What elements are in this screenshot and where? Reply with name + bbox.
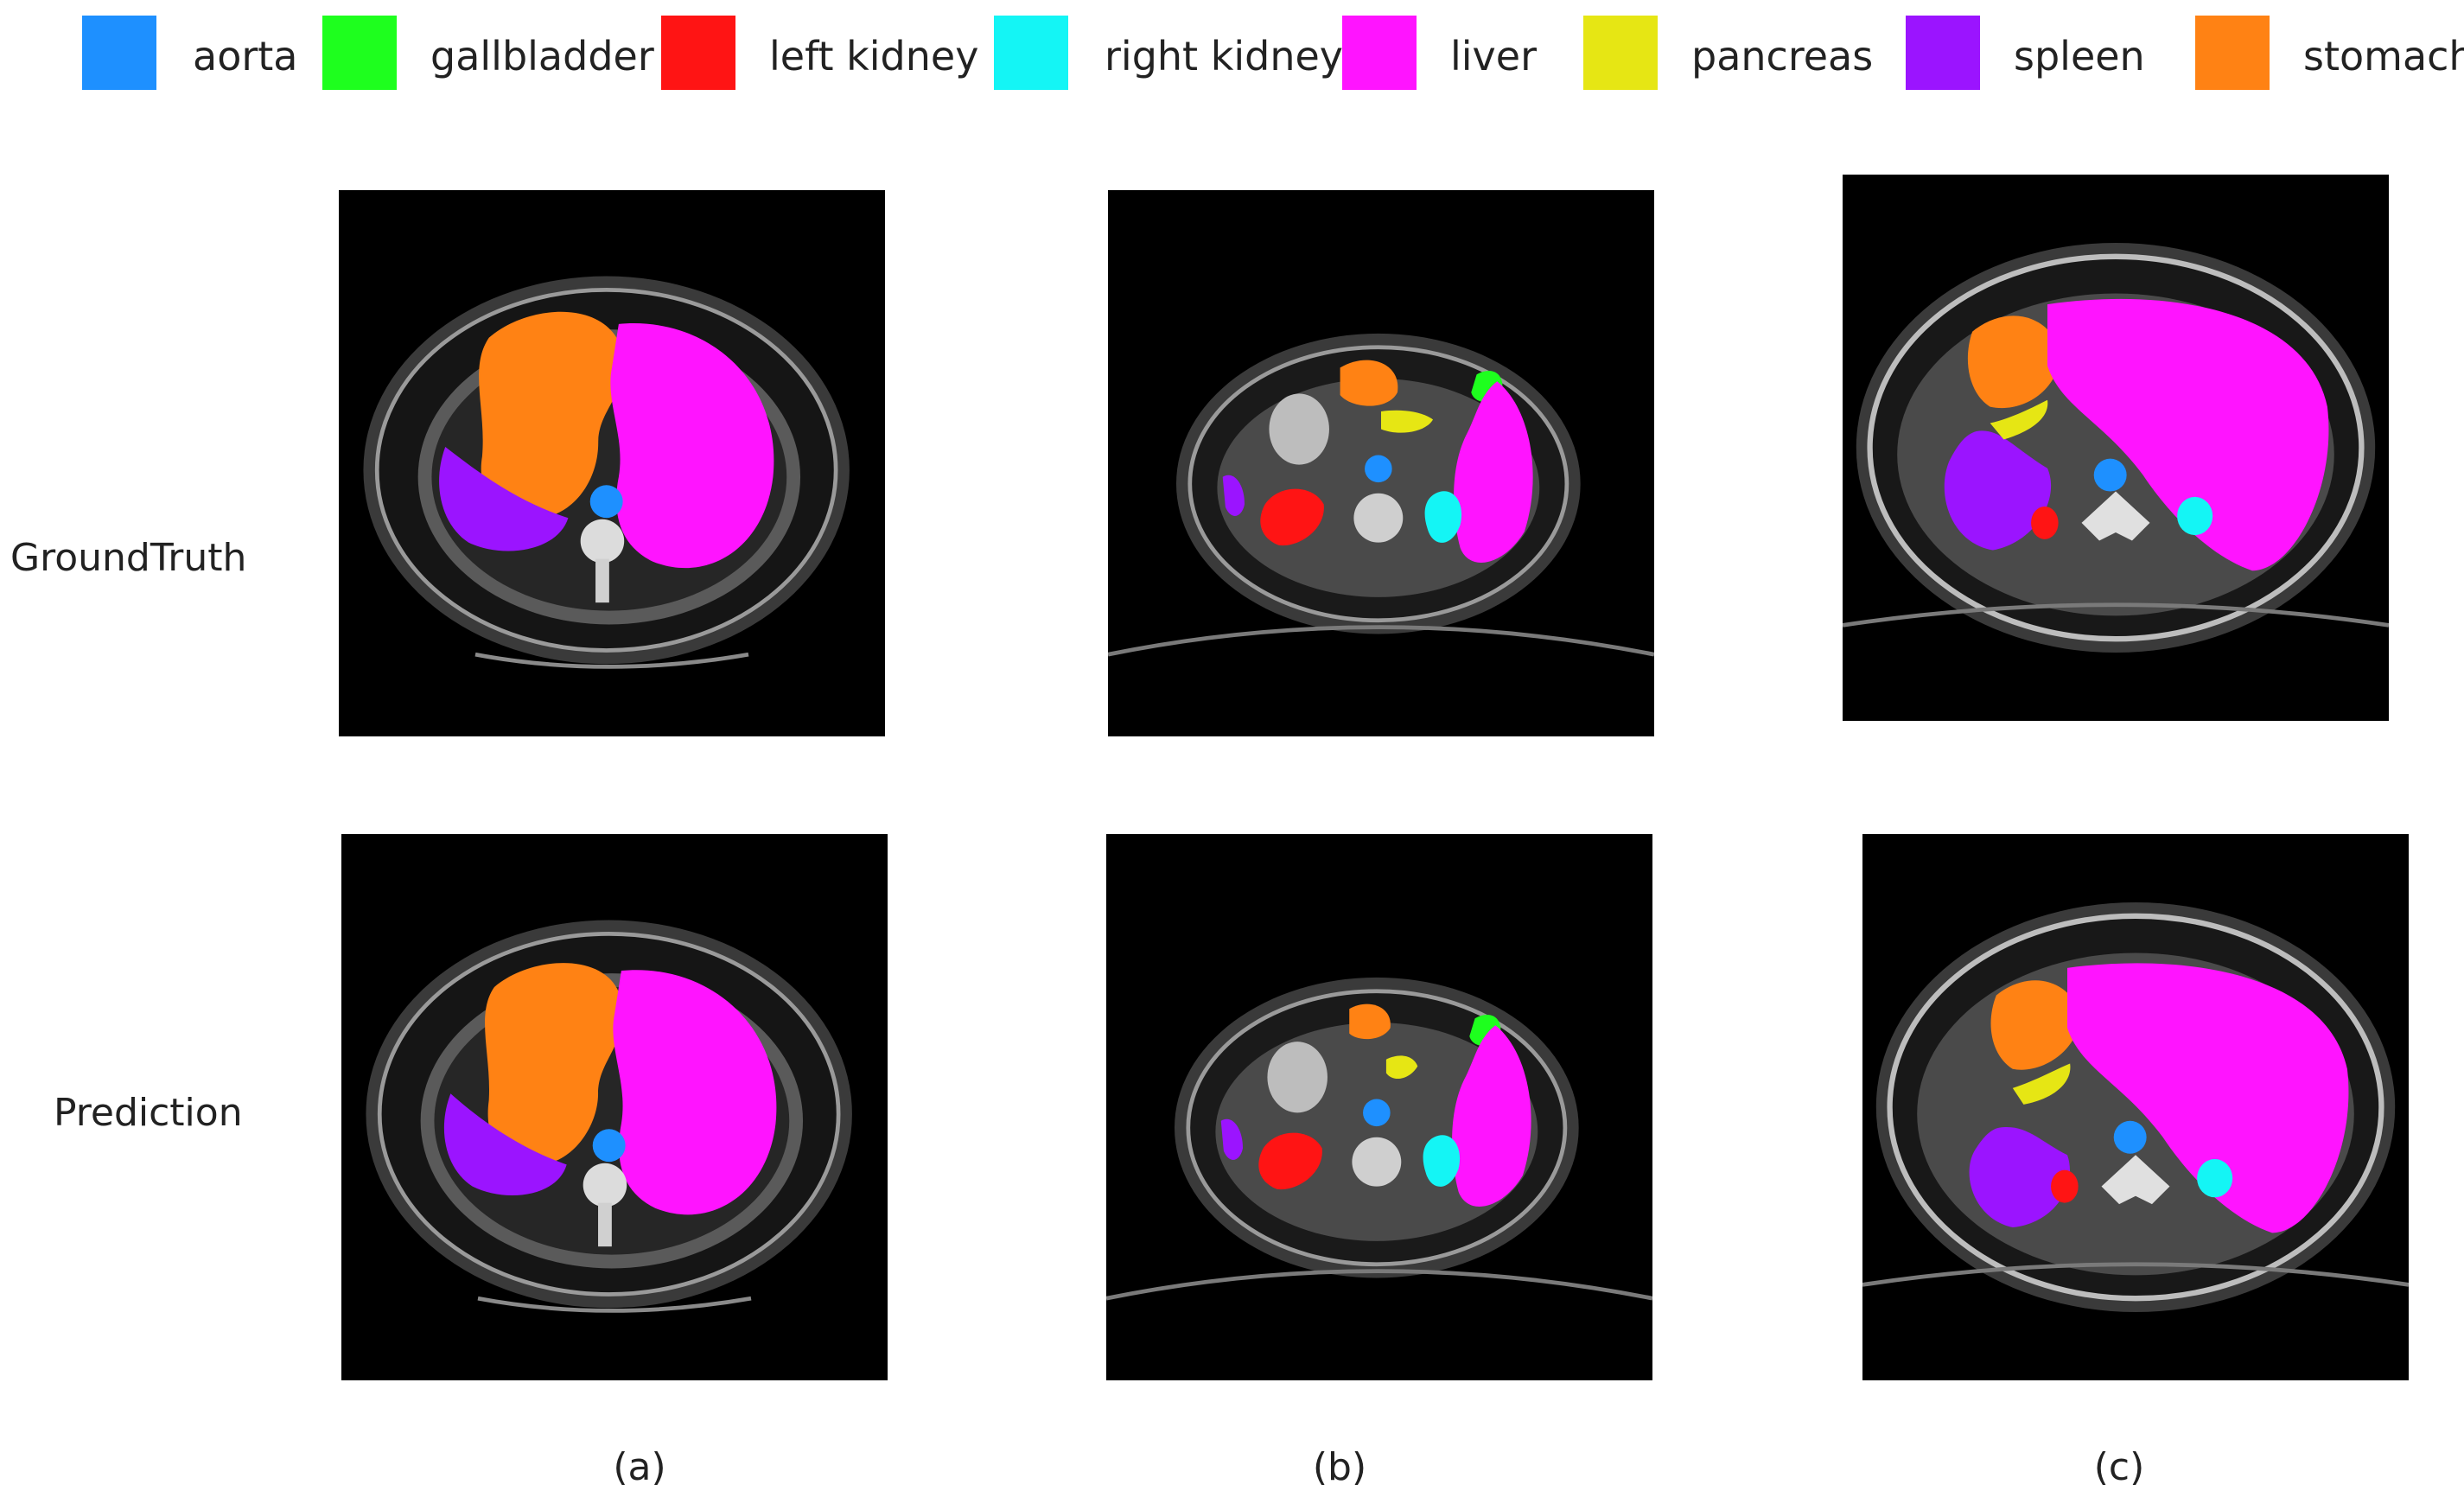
organ-pancreas [1990,399,2048,440]
row-label-ground-truth: GroundTruth [10,536,247,580]
legend-swatch-aorta [82,16,156,90]
legend-swatch-right-kidney [994,16,1068,90]
ct-scan-gt-a [363,276,850,669]
organ-stomach [1349,1003,1391,1040]
legend-label-liver: liver [1450,33,1537,80]
column-label-c: (c) [2093,1445,2145,1489]
organ-spleen [1944,430,2052,551]
legend-label-aorta: aorta [193,33,298,80]
organ-spleen [439,447,569,551]
organ-spleen [1220,1118,1243,1160]
organ-right-kidney [2177,496,2213,536]
organ-left-kidney [2051,1169,2079,1203]
legend-swatch-stomach [2195,16,2270,90]
legend-label-left-kidney: left kidney [769,33,979,80]
legend-swatch-left-kidney [661,16,735,90]
organ-left-kidney [2031,506,2059,539]
organ-aorta [1363,1099,1391,1127]
organ-liver [610,323,774,569]
organ-pancreas [1381,410,1434,433]
legend-swatch-spleen [1906,16,1980,90]
organ-liver [1452,1025,1531,1207]
organ-right-kidney [2197,1159,2233,1198]
organ-spleen [443,1093,567,1195]
organ-aorta [2113,1120,2147,1154]
ct-panel-pred-c [1862,834,2409,1380]
organ-stomach [1967,315,2061,409]
organ-liver [613,970,777,1215]
organ-aorta [1365,455,1392,483]
organ-left-kidney [1260,488,1324,546]
organ-liver [2047,298,2329,571]
ct-panel-gt-c [1843,175,2389,721]
row-label-prediction: Prediction [54,1091,243,1135]
column-label-b: (b) [1312,1445,1367,1489]
organ-stomach [485,963,623,1165]
legend-label-right-kidney: right kidney [1105,33,1343,80]
organ-pancreas [1385,1055,1418,1080]
ct-scan-pred-c [1862,902,2409,1312]
legend-label-gallbladder: gallbladder [430,33,654,80]
ct-scan-pred-a [366,920,852,1313]
legend-label-pancreas: pancreas [1691,33,1874,80]
organ-right-kidney [1424,491,1462,543]
organ-liver [1454,381,1533,563]
organ-liver [2067,963,2349,1233]
ct-panel-gt-a [339,190,885,736]
ct-panel-pred-a [341,834,888,1380]
ct-scan-gt-b [1108,333,1654,657]
organ-left-kidney [1258,1132,1322,1190]
legend: aorta gallbladder left kidney right kidn… [0,0,2464,121]
legend-swatch-pancreas [1583,16,1658,90]
organ-stomach [1340,360,1398,406]
organ-aorta [592,1129,626,1163]
column-label-a: (a) [613,1445,666,1489]
legend-swatch-liver [1342,16,1417,90]
legend-label-spleen: spleen [2014,33,2145,80]
organ-spleen [1969,1127,2071,1228]
ct-panel-pred-b [1106,834,1652,1380]
organ-stomach [479,311,624,519]
organ-stomach [1990,980,2081,1070]
organ-right-kidney [1423,1135,1461,1187]
organ-aorta [589,485,623,519]
legend-swatch-gallbladder [322,16,397,90]
ct-panel-gt-b [1108,190,1654,736]
organ-pancreas [2012,1063,2071,1105]
organ-spleen [1222,475,1245,516]
ct-scan-pred-b [1106,977,1652,1301]
ct-scan-gt-c [1843,243,2389,653]
organ-aorta [2093,458,2127,492]
legend-label-stomach: stomach [2303,33,2464,80]
